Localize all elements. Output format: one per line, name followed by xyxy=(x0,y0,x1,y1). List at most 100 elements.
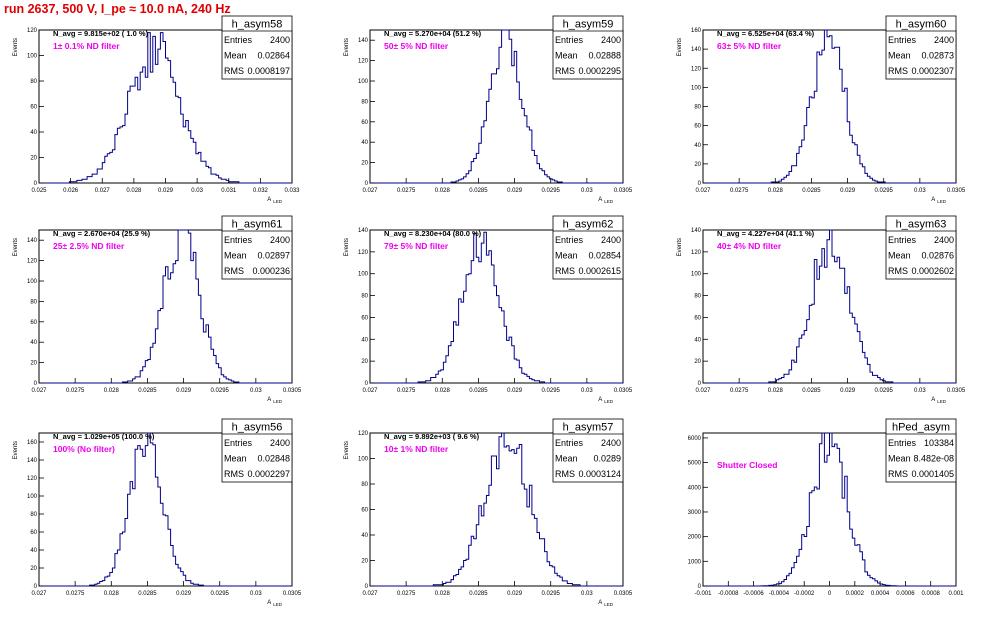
y-axis-label: Events xyxy=(344,238,350,256)
x-tick-label: -0.001 xyxy=(694,591,712,597)
y-tick-label: 40 xyxy=(361,337,368,343)
stats-title: h_asym62 xyxy=(563,219,614,231)
x-tick-label: 0.027 xyxy=(362,388,378,394)
n-avg-label: N_avg = 6.525e+04 (63.4 %) xyxy=(717,29,815,38)
y-tick-label: 120 xyxy=(358,431,369,437)
x-axis-label: A LED xyxy=(598,600,614,607)
stats-label: Mean xyxy=(888,251,911,261)
y-tick-label: 100 xyxy=(27,494,38,500)
filter-note: 50± 5% ND filter xyxy=(384,41,449,51)
x-tick-label: 0.0275 xyxy=(730,188,749,194)
x-axis-label-subscript: LED xyxy=(273,602,283,607)
y-tick-label: 6000 xyxy=(688,436,702,442)
y-tick-label: 160 xyxy=(691,28,702,34)
n-avg-label: N_avg = 1.029e+05 (100.0 %) xyxy=(53,432,155,441)
y-tick-label: 120 xyxy=(358,250,369,256)
x-tick-label: 0.028 xyxy=(435,188,451,194)
x-tick-label: 0.0275 xyxy=(66,591,85,597)
x-axis-label: A LED xyxy=(598,397,614,404)
x-tick-label: 0.029 xyxy=(176,591,192,597)
stats-value: 2400 xyxy=(270,35,290,45)
x-tick-label: 0.0305 xyxy=(283,591,302,597)
y-tick-label: 0 xyxy=(34,381,38,387)
y-tick-label: 20 xyxy=(30,566,37,572)
stats-value: 0.02897 xyxy=(257,251,290,261)
stats-box xyxy=(221,418,293,483)
histogram-line xyxy=(703,29,956,184)
stats-title: h_asym63 xyxy=(896,219,947,231)
x-axis-label-subscript: LED xyxy=(604,602,614,607)
y-tick-label: 3000 xyxy=(688,510,702,516)
x-tick-label: 0.03 xyxy=(191,188,203,194)
stats-value: 0.02854 xyxy=(588,251,621,261)
filter-note: 10± 1% ND filter xyxy=(384,444,449,454)
x-tick-label: 0.029 xyxy=(507,591,523,597)
x-axis-label-subscript: LED xyxy=(604,199,614,204)
y-tick-label: 80 xyxy=(30,512,37,518)
stats-value: 0.0003124 xyxy=(578,469,621,479)
stats-title: h_asym57 xyxy=(563,422,614,434)
stats-value: 0.02873 xyxy=(921,51,954,61)
x-tick-label: 0.0305 xyxy=(947,388,966,394)
y-tick-label: 0 xyxy=(34,181,38,187)
stats-value: 2400 xyxy=(601,438,621,448)
y-tick-label: 80 xyxy=(694,105,701,111)
x-tick-label: 0.028 xyxy=(126,188,142,194)
y-tick-label: 140 xyxy=(27,238,38,244)
x-tick-label: 0.027 xyxy=(362,188,378,194)
histogram-pad-h_asym58: 0.025 0.026 0.027 0.028 0.029 0.03 0.031 0.032 0… xyxy=(13,15,300,204)
y-tick-label: 80 xyxy=(30,79,37,85)
stats-value: 2400 xyxy=(601,235,621,245)
stats-title: h_asym60 xyxy=(896,19,947,31)
x-tick-label: 0.03 xyxy=(581,591,593,597)
x-tick-label: 0.0275 xyxy=(730,388,749,394)
y-tick-label: 20 xyxy=(361,161,368,167)
x-tick-label: 0.0295 xyxy=(542,388,561,394)
y-tick-label: 140 xyxy=(358,38,369,44)
x-axis-label: A LED xyxy=(267,397,283,404)
n-avg-label: N_avg = 5.270e+04 (51.2 %) xyxy=(384,29,482,38)
x-tick-label: -0.0008 xyxy=(718,591,739,597)
x-tick-label: 0.0295 xyxy=(542,188,561,194)
x-tick-label: 0 xyxy=(828,591,832,597)
stats-label: RMS xyxy=(555,266,575,276)
y-tick-label: 40 xyxy=(30,130,37,136)
y-axis-label: Events xyxy=(677,238,683,256)
x-tick-label: 0.028 xyxy=(435,591,451,597)
x-tick-label: 0.0285 xyxy=(469,188,488,194)
histogram-pad-h_asym57: 0.027 0.0275 0.028 0.0285 0.029 0.0295 0.03 0.0… xyxy=(344,418,633,607)
y-tick-label: 100 xyxy=(691,85,702,91)
stats-label: RMS xyxy=(555,469,575,479)
stats-label: Mean xyxy=(224,454,247,464)
y-tick-label: 20 xyxy=(361,559,368,565)
x-tick-label: 0.0002 xyxy=(846,591,865,597)
stats-value: 103384 xyxy=(924,438,954,448)
x-tick-label: 0.032 xyxy=(253,188,269,194)
x-tick-label: 0.027 xyxy=(31,388,47,394)
x-tick-label: 0.0004 xyxy=(871,591,890,597)
x-tick-label: 0.03 xyxy=(914,388,926,394)
y-tick-label: 20 xyxy=(694,162,701,168)
x-tick-label: 0.031 xyxy=(221,188,237,194)
stats-box xyxy=(552,418,624,483)
stats-box xyxy=(221,215,293,280)
stats-value: 0.0001405 xyxy=(911,469,954,479)
y-tick-label: 20 xyxy=(694,359,701,365)
x-tick-label: 0.03 xyxy=(250,388,262,394)
stats-label: Entries xyxy=(888,438,917,448)
x-tick-label: 0.0275 xyxy=(397,188,416,194)
x-tick-label: -0.0006 xyxy=(743,591,764,597)
y-tick-label: 140 xyxy=(27,458,38,464)
stats-value: 8.482e-08 xyxy=(913,454,954,464)
y-tick-label: 120 xyxy=(27,476,38,482)
x-tick-label: 0.0295 xyxy=(542,591,561,597)
x-axis-label-subscript: LED xyxy=(273,399,283,404)
x-tick-label: 0.0275 xyxy=(66,388,85,394)
x-tick-label: 0.029 xyxy=(507,388,523,394)
stats-box xyxy=(552,15,624,80)
y-axis-label: Events xyxy=(344,441,350,459)
y-tick-label: 40 xyxy=(30,340,37,346)
x-tick-label: 0.0285 xyxy=(138,388,157,394)
y-tick-label: 4000 xyxy=(688,485,702,491)
